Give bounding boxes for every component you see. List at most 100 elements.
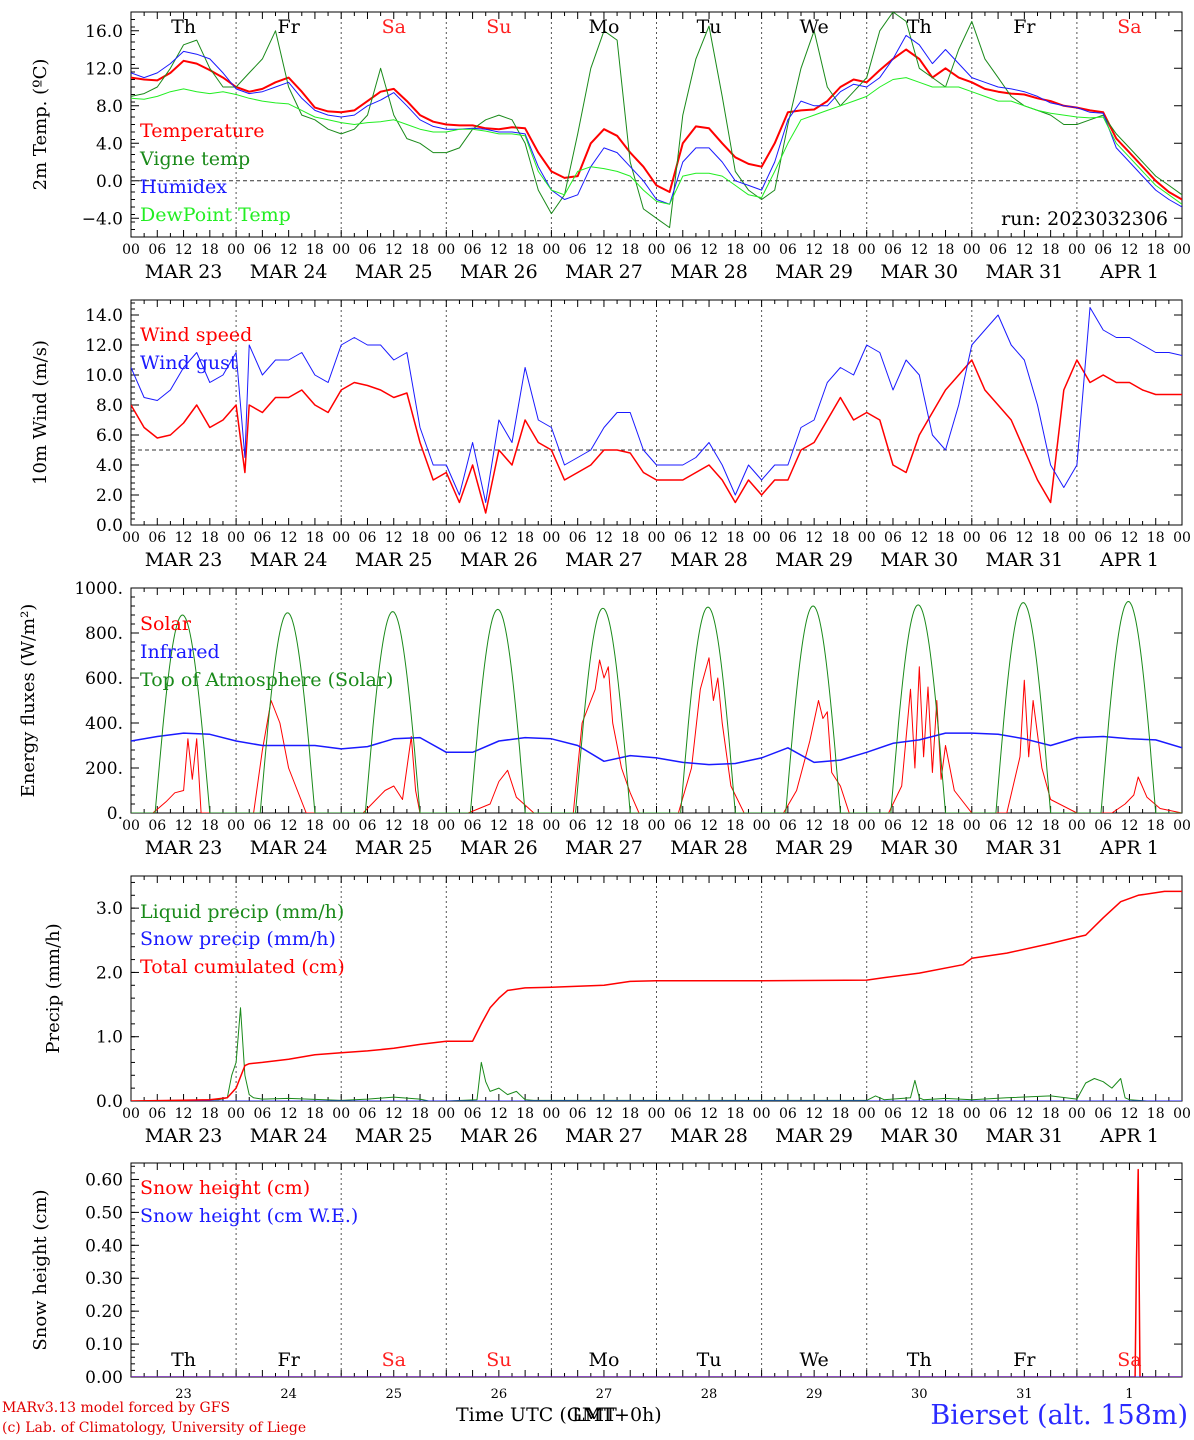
hour-tick-label: 12: [1015, 242, 1033, 258]
hour-tick-label: 00: [753, 818, 771, 834]
legend-entry: DewPoint Temp: [140, 204, 291, 226]
hour-tick-label: 06: [779, 1106, 797, 1122]
weekday-label: Sa: [1117, 1349, 1141, 1371]
date-label: MAR 29: [775, 549, 853, 571]
hour-tick-label: 00: [648, 530, 666, 546]
hour-tick-label: 00: [963, 242, 981, 258]
hour-tick-label: 12: [385, 242, 403, 258]
day-number-label: 31: [1016, 1387, 1033, 1402]
hour-tick-label: 18: [621, 530, 639, 546]
y-axis-label: 2m Temp. (ºC): [30, 59, 51, 191]
weekday-label: Th: [171, 16, 196, 38]
weekday-label: Tu: [697, 1349, 722, 1371]
hour-tick-label: 00: [122, 530, 140, 546]
hour-tick-label: 00: [648, 818, 666, 834]
hour-tick-label: 12: [910, 818, 928, 834]
hour-tick-label: 18: [516, 530, 534, 546]
hour-tick-label: 06: [674, 1106, 692, 1122]
hour-tick-label: 00: [858, 242, 876, 258]
hour-tick-label: 12: [490, 1106, 508, 1122]
legend-entry: Wind gust: [140, 352, 238, 374]
hour-tick-label: 00: [122, 1106, 140, 1122]
hour-tick-label: 06: [779, 242, 797, 258]
y-tick-label: −4.0: [82, 209, 123, 229]
date-label: MAR 28: [670, 1125, 748, 1147]
hour-tick-label: 06: [884, 1106, 902, 1122]
hour-tick-label: 00: [1173, 818, 1191, 834]
hour-tick-label: 00: [753, 530, 771, 546]
weekday-label: Su: [486, 16, 511, 38]
y-tick-label: 8.0: [96, 396, 123, 416]
weekday-label: Sa: [382, 1349, 406, 1371]
hour-tick-label: 00: [542, 1106, 560, 1122]
hour-tick-label: 06: [359, 1106, 377, 1122]
weekday-label: Th: [907, 1349, 932, 1371]
hour-tick-label: 12: [175, 242, 193, 258]
weekday-label: Mo: [588, 16, 619, 38]
date-label: MAR 25: [355, 1125, 433, 1147]
weekday-label: Mo: [588, 1349, 619, 1371]
hour-tick-label: 00: [1173, 530, 1191, 546]
hour-tick-label: 18: [1147, 1106, 1165, 1122]
hour-tick-label: 12: [910, 530, 928, 546]
day-number-label: 1: [1125, 1387, 1133, 1402]
hour-tick-label: 18: [726, 1106, 744, 1122]
weekday-label: Fr: [278, 1349, 301, 1371]
hour-tick-label: 12: [490, 818, 508, 834]
hour-tick-label: 18: [411, 1106, 429, 1122]
legend-entry: Liquid precip (mm/h): [140, 901, 344, 923]
hour-tick-label: 18: [306, 1106, 324, 1122]
hour-tick-label: 12: [700, 242, 718, 258]
y-tick-label: 200.: [85, 759, 123, 779]
hour-tick-label: 00: [1068, 242, 1086, 258]
y-tick-label: 0.00: [85, 1368, 123, 1388]
hour-tick-label: 06: [989, 242, 1007, 258]
date-label: MAR 25: [355, 837, 433, 859]
hour-tick-label: 06: [148, 1106, 166, 1122]
y-tick-label: 3.0: [96, 899, 123, 919]
legend-entry: Snow height (cm): [140, 1177, 310, 1199]
hour-tick-label: 18: [1042, 818, 1060, 834]
legend-entry: Total cumulated (cm): [140, 956, 345, 978]
hour-tick-label: 00: [227, 530, 245, 546]
hour-tick-label: 12: [805, 818, 823, 834]
hour-tick-label: 18: [1147, 530, 1165, 546]
y-tick-label: 0.0: [96, 516, 123, 536]
hour-tick-label: 12: [385, 1106, 403, 1122]
model-credit: MARv3.13 model forced by GFS: [2, 1400, 231, 1416]
day-number-label: 23: [175, 1387, 192, 1402]
hour-tick-label: 00: [437, 1106, 455, 1122]
date-label: MAR 25: [355, 261, 433, 283]
day-number-label: 30: [911, 1387, 928, 1402]
day-number-label: 25: [385, 1387, 402, 1402]
hour-tick-label: 18: [516, 1106, 534, 1122]
day-number-label: 26: [491, 1387, 508, 1402]
hour-tick-label: 00: [542, 242, 560, 258]
hour-tick-label: 12: [700, 1106, 718, 1122]
hour-tick-label: 18: [832, 818, 850, 834]
hour-tick-label: 18: [832, 242, 850, 258]
hour-tick-label: 00: [122, 818, 140, 834]
hour-tick-label: 06: [359, 530, 377, 546]
hour-tick-label: 00: [542, 530, 560, 546]
hour-tick-label: 12: [595, 242, 613, 258]
hour-tick-label: 00: [227, 1106, 245, 1122]
legend-entry: Infrared: [140, 641, 220, 663]
hour-tick-label: 12: [1015, 1106, 1033, 1122]
hour-tick-label: 18: [306, 530, 324, 546]
series-line-1: [131, 359, 1182, 514]
hour-tick-label: 06: [569, 818, 587, 834]
y-axis-label: Snow height (cm): [30, 1189, 51, 1350]
legend-entry: Solar: [140, 613, 192, 635]
date-label: MAR 26: [460, 1125, 538, 1147]
hour-tick-label: 00: [753, 1106, 771, 1122]
hour-tick-label: 00: [1173, 242, 1191, 258]
legend-entry: Humidex: [140, 176, 227, 198]
date-label: APR 1: [1099, 261, 1159, 283]
date-label: MAR 24: [250, 837, 328, 859]
hour-tick-label: 12: [595, 530, 613, 546]
weekday-label: We: [800, 1349, 829, 1371]
hour-tick-label: 18: [937, 530, 955, 546]
hour-tick-label: 18: [411, 530, 429, 546]
hour-tick-label: 12: [1121, 818, 1139, 834]
